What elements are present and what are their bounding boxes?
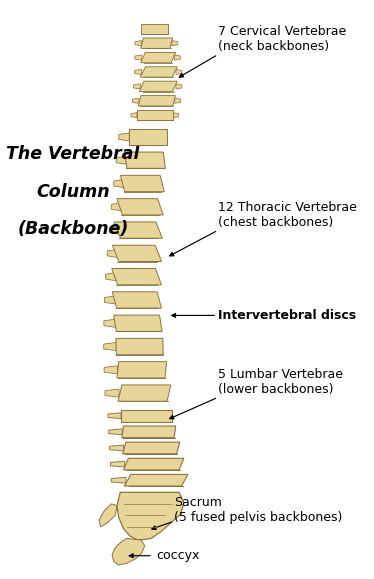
Polygon shape — [134, 84, 141, 89]
Polygon shape — [117, 492, 184, 540]
Polygon shape — [123, 459, 184, 470]
Text: Sacrum
(5 fused pelvis backbones): Sacrum (5 fused pelvis backbones) — [174, 496, 343, 523]
Polygon shape — [114, 222, 162, 238]
Polygon shape — [138, 96, 175, 106]
Polygon shape — [106, 273, 116, 281]
Text: 12 Thoracic Vertebrae
(chest backbones): 12 Thoracic Vertebrae (chest backbones) — [218, 200, 357, 229]
Polygon shape — [113, 245, 162, 262]
Polygon shape — [109, 429, 122, 435]
Polygon shape — [107, 250, 117, 258]
Text: 7 Cervical Vertebrae
(neck backbones): 7 Cervical Vertebrae (neck backbones) — [218, 25, 346, 53]
Polygon shape — [99, 504, 117, 527]
Polygon shape — [111, 203, 121, 211]
Polygon shape — [117, 199, 163, 215]
Polygon shape — [111, 477, 126, 483]
Polygon shape — [112, 269, 161, 285]
Text: coccyx: coccyx — [156, 549, 199, 562]
Polygon shape — [140, 81, 177, 91]
Text: 5 Lumbar Vertebrae
(lower backbones): 5 Lumbar Vertebrae (lower backbones) — [218, 368, 343, 395]
Polygon shape — [110, 461, 125, 467]
Polygon shape — [129, 129, 167, 145]
Polygon shape — [123, 442, 180, 454]
Polygon shape — [173, 112, 179, 118]
Polygon shape — [119, 133, 129, 141]
Polygon shape — [134, 69, 141, 75]
Polygon shape — [132, 98, 139, 104]
Polygon shape — [104, 342, 116, 351]
Polygon shape — [140, 67, 177, 77]
Polygon shape — [141, 52, 176, 63]
Polygon shape — [105, 389, 119, 397]
Polygon shape — [176, 84, 182, 89]
Polygon shape — [135, 41, 141, 46]
Polygon shape — [176, 69, 182, 75]
Polygon shape — [112, 538, 145, 565]
Polygon shape — [175, 98, 181, 104]
Text: Column: Column — [36, 183, 110, 201]
Polygon shape — [104, 366, 117, 374]
Polygon shape — [172, 41, 178, 46]
Polygon shape — [114, 315, 162, 331]
Polygon shape — [114, 179, 123, 188]
Polygon shape — [116, 156, 126, 164]
Polygon shape — [124, 474, 188, 486]
Polygon shape — [141, 24, 169, 34]
Polygon shape — [112, 292, 162, 308]
Text: The Vertebral: The Vertebral — [6, 145, 140, 163]
Text: (Backbone): (Backbone) — [17, 221, 129, 239]
Polygon shape — [104, 319, 116, 327]
Polygon shape — [141, 38, 173, 49]
Polygon shape — [131, 112, 137, 118]
Polygon shape — [118, 385, 171, 401]
Polygon shape — [175, 55, 181, 60]
Polygon shape — [108, 413, 121, 419]
Polygon shape — [110, 445, 123, 451]
Polygon shape — [105, 296, 116, 304]
Text: Intervertebral discs: Intervertebral discs — [218, 309, 356, 322]
Polygon shape — [122, 426, 176, 438]
Polygon shape — [116, 338, 163, 355]
Polygon shape — [109, 226, 119, 234]
Polygon shape — [125, 152, 165, 168]
Polygon shape — [135, 55, 142, 60]
Polygon shape — [137, 110, 173, 120]
Polygon shape — [121, 410, 172, 422]
Polygon shape — [117, 362, 167, 378]
Polygon shape — [120, 175, 164, 192]
